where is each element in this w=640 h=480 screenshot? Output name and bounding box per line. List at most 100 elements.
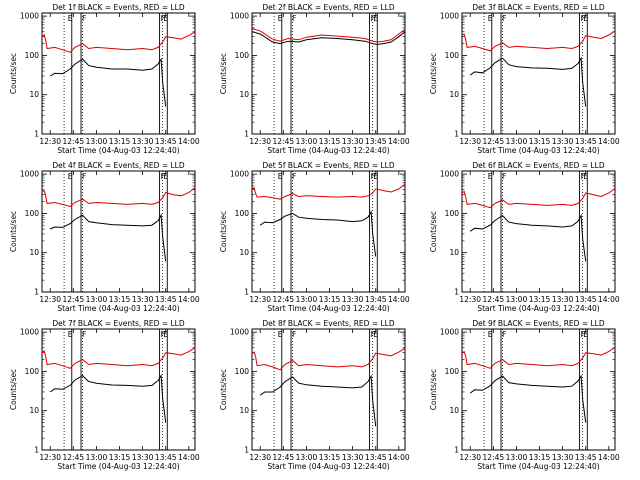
x-tick-label: 14:00: [178, 295, 200, 304]
x-tick-label: 13:00: [296, 137, 318, 146]
x-tick-label: 13:15: [529, 453, 551, 462]
x-axis-label: Start Time (04-Aug-03 12:24:40): [477, 304, 599, 313]
series-line-lld: [41, 347, 196, 369]
marker-label: E: [163, 14, 168, 23]
panel-title: Det 1f BLACK = Events, RED = LLD: [52, 3, 185, 12]
x-tick-label: 13:45: [155, 137, 177, 146]
x-tick-label: 13:00: [86, 295, 108, 304]
marker-label: F: [502, 330, 506, 339]
marker-label: F: [161, 14, 165, 23]
x-tick-label: 14:00: [388, 137, 410, 146]
series-line-lld: [461, 346, 616, 369]
y-tick-label: 1: [244, 446, 249, 455]
y-axis-label: Counts/sec: [219, 53, 228, 94]
panel-2: Det 2f BLACK = Events, RED = LLD 1 10 100 10…: [219, 3, 410, 155]
marker-label: E: [163, 172, 168, 181]
y-tick-label: 10: [29, 90, 39, 99]
x-tick-label: 14:00: [598, 137, 620, 146]
marker-label: E: [68, 172, 73, 181]
marker-label: F: [292, 172, 296, 181]
x-axis-label: Start Time (04-Aug-03 12:24:40): [267, 304, 389, 313]
x-axis-label: Start Time (04-Aug-03 12:24:40): [57, 146, 179, 155]
y-axis-label: Counts/sec: [219, 211, 228, 252]
marker-label: E: [68, 330, 73, 339]
x-tick-label: 13:15: [529, 295, 551, 304]
y-tick-label: 100: [235, 367, 250, 376]
x-tick-label: 13:45: [365, 295, 387, 304]
marker-label: E: [488, 330, 493, 339]
x-tick-label: 14:00: [178, 137, 200, 146]
series-line-lld: [461, 188, 616, 209]
y-tick-label: 1: [454, 288, 459, 297]
x-tick-label: 12:45: [63, 137, 85, 146]
marker-label: F: [82, 330, 86, 339]
y-tick-label: 100: [445, 51, 460, 60]
y-tick-label: 100: [25, 51, 40, 60]
x-tick-label: 13:30: [552, 137, 574, 146]
marker-label: E: [163, 330, 168, 339]
x-tick-label: 12:30: [459, 453, 481, 462]
y-axis-label: Counts/sec: [9, 369, 18, 410]
marker-label: E: [373, 14, 378, 23]
y-tick-label: 1: [34, 130, 39, 139]
x-tick-label: 13:00: [86, 137, 108, 146]
y-tick-label: 1: [244, 130, 249, 139]
panel-1: Det 1f BLACK = Events, RED = LLD 1 10 100 10…: [9, 3, 200, 155]
panel-title: Det 8f BLACK = Events, RED = LLD: [262, 319, 395, 328]
y-tick-label: 10: [239, 406, 249, 415]
y-tick-label: 10: [29, 406, 39, 415]
y-tick-label: 100: [445, 209, 460, 218]
panel-6: Det 6f BLACK = Events, RED = LLD 1 10 100 10…: [429, 161, 620, 313]
marker-label: F: [581, 330, 585, 339]
x-tick-label: 12:45: [483, 137, 505, 146]
x-axis-label: Start Time (04-Aug-03 12:24:40): [267, 462, 389, 471]
x-tick-label: 12:30: [249, 295, 271, 304]
x-tick-label: 13:45: [575, 453, 597, 462]
marker-label: F: [82, 172, 86, 181]
x-tick-label: 12:30: [459, 295, 481, 304]
marker-label: F: [292, 14, 296, 23]
marker-label: E: [583, 172, 588, 181]
x-tick-label: 12:45: [483, 453, 505, 462]
x-tick-label: 12:45: [63, 453, 85, 462]
panel-title: Det 7f BLACK = Events, RED = LLD: [52, 319, 185, 328]
x-tick-label: 12:30: [39, 453, 61, 462]
x-tick-label: 13:00: [296, 295, 318, 304]
y-tick-label: 1: [244, 288, 249, 297]
x-tick-label: 13:30: [342, 453, 364, 462]
marker-label: E: [488, 14, 493, 23]
x-tick-label: 13:45: [365, 453, 387, 462]
panel-title: Det 6f BLACK = Events, RED = LLD: [472, 161, 605, 170]
x-tick-label: 12:30: [39, 295, 61, 304]
x-tick-label: 13:15: [109, 453, 131, 462]
x-tick-label: 13:30: [342, 137, 364, 146]
x-axis-label: Start Time (04-Aug-03 12:24:40): [477, 462, 599, 471]
series-line-lld: [251, 28, 406, 43]
x-tick-label: 13:00: [506, 453, 528, 462]
y-axis-label: Counts/sec: [429, 369, 438, 410]
y-tick-label: 1000: [20, 328, 39, 337]
y-axis-label: Counts/sec: [219, 369, 228, 410]
x-tick-label: 12:30: [39, 137, 61, 146]
x-tick-label: 13:00: [86, 453, 108, 462]
x-tick-label: 14:00: [388, 295, 410, 304]
marker-label: F: [292, 330, 296, 339]
series-line-lld: [461, 30, 616, 52]
plot-frame: [251, 12, 406, 135]
marker-label: F: [161, 172, 165, 181]
x-tick-label: 14:00: [598, 295, 620, 304]
y-tick-label: 1000: [440, 12, 459, 21]
x-tick-label: 13:30: [552, 295, 574, 304]
x-tick-label: 13:15: [529, 137, 551, 146]
plot-frame: [41, 328, 196, 451]
series-line-events: [469, 213, 587, 262]
marker-label: F: [371, 14, 375, 23]
series-line-lld: [251, 183, 406, 200]
plot-frame: [461, 328, 616, 451]
x-tick-label: 13:45: [155, 295, 177, 304]
y-tick-label: 10: [449, 406, 459, 415]
panel-title: Det 2f BLACK = Events, RED = LLD: [262, 3, 395, 12]
y-tick-label: 1000: [230, 328, 249, 337]
marker-label: E: [583, 330, 588, 339]
y-tick-label: 100: [235, 209, 250, 218]
